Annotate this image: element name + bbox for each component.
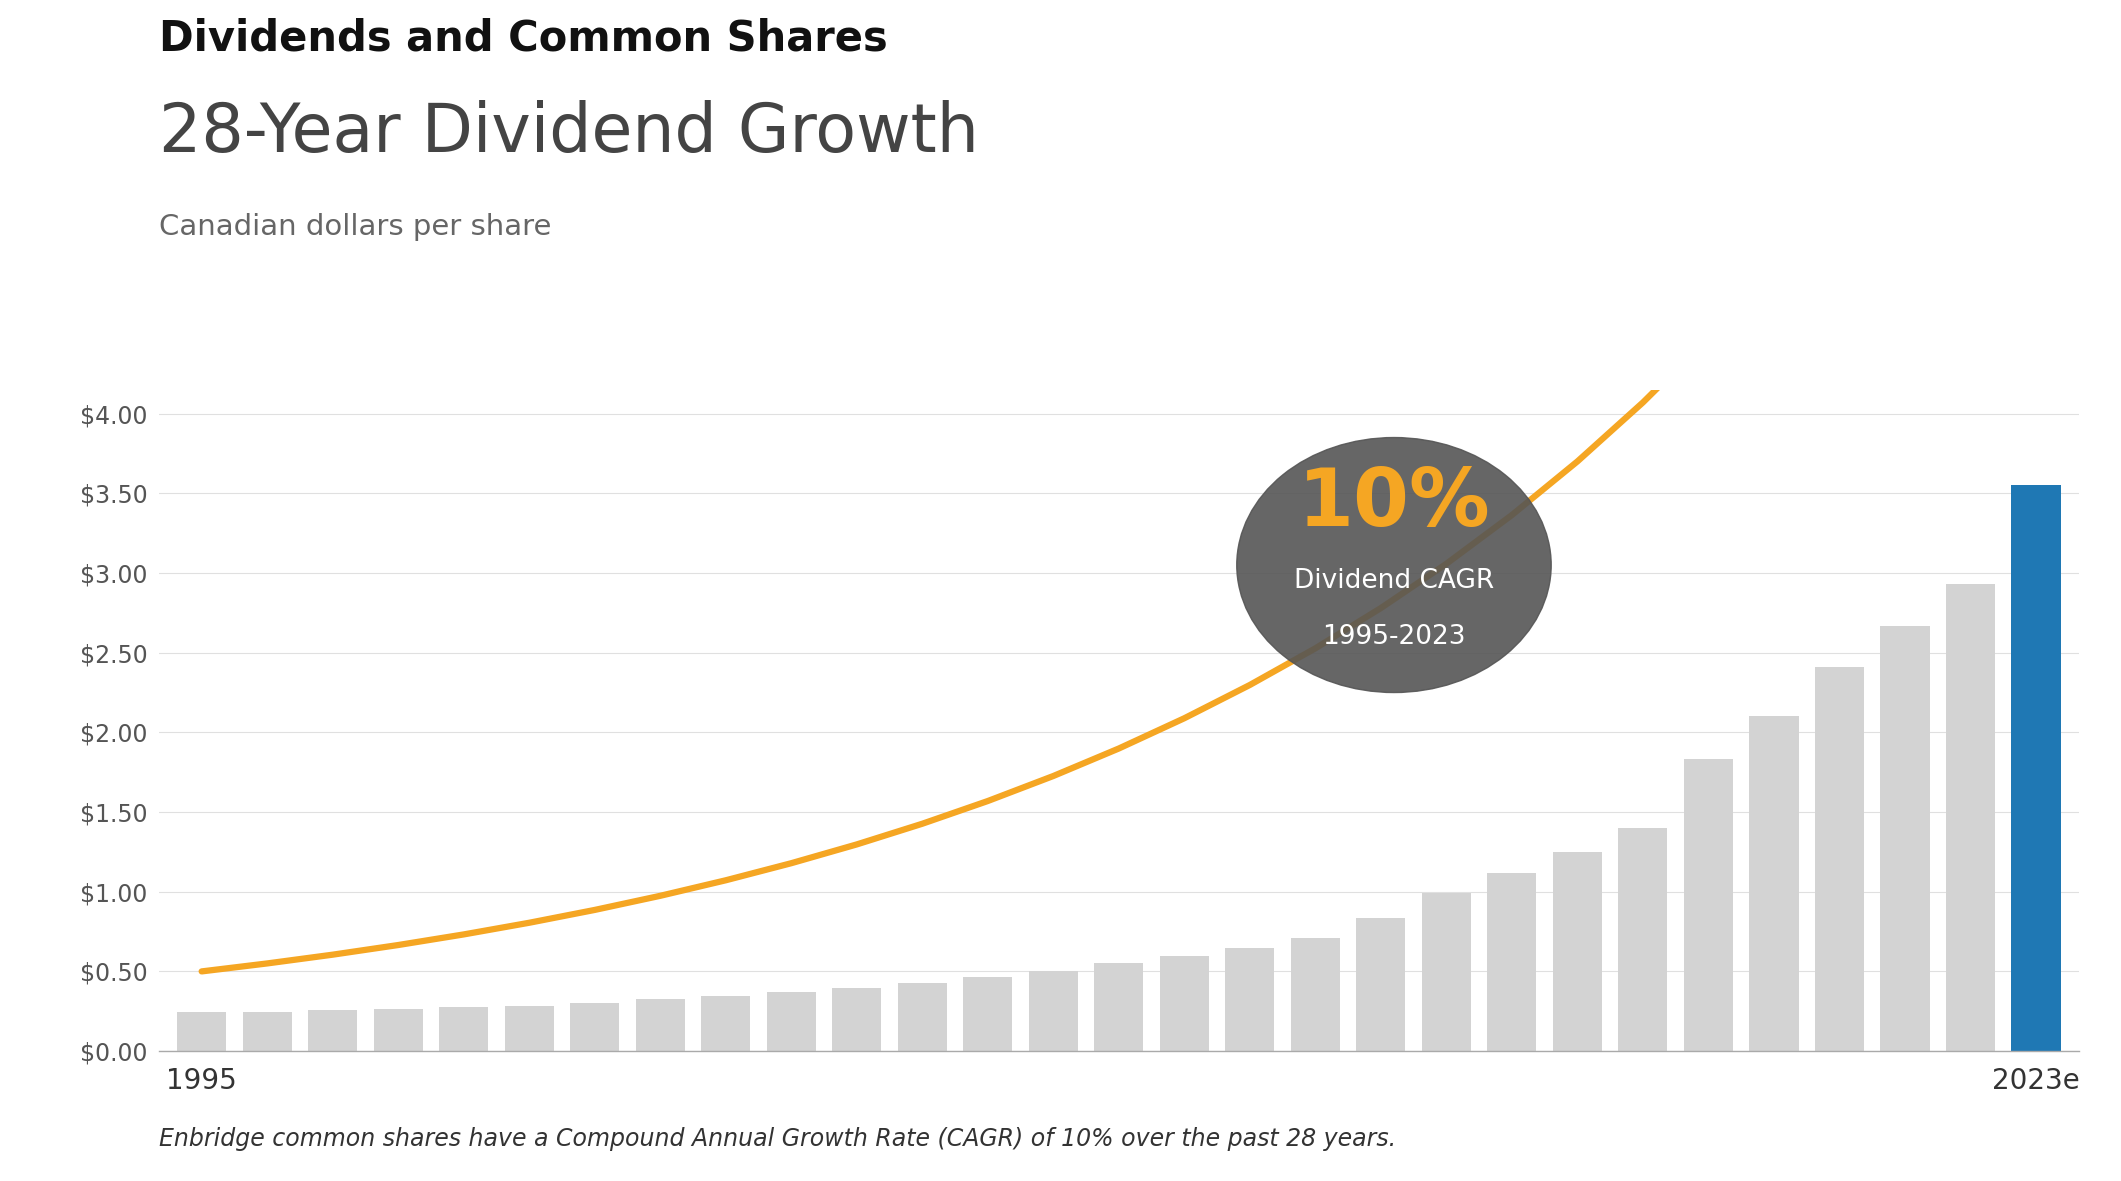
Bar bbox=[766, 992, 817, 1051]
Bar bbox=[2011, 485, 2062, 1051]
Bar bbox=[897, 984, 946, 1051]
Text: 1995-2023: 1995-2023 bbox=[1321, 624, 1466, 650]
Bar bbox=[571, 1004, 619, 1051]
Ellipse shape bbox=[1237, 437, 1550, 692]
Bar bbox=[1292, 938, 1340, 1051]
Bar bbox=[1816, 667, 1864, 1051]
Bar bbox=[308, 1011, 356, 1051]
Bar bbox=[831, 988, 882, 1051]
Bar bbox=[1160, 957, 1209, 1051]
Bar bbox=[1553, 852, 1601, 1051]
Bar bbox=[1421, 893, 1472, 1051]
Bar bbox=[242, 1012, 293, 1051]
Bar bbox=[176, 1012, 227, 1051]
Bar bbox=[1029, 971, 1077, 1051]
Bar bbox=[1487, 873, 1536, 1051]
Bar bbox=[1355, 918, 1406, 1051]
Bar bbox=[1684, 759, 1733, 1051]
Bar bbox=[1094, 964, 1143, 1051]
Bar bbox=[373, 1009, 422, 1051]
Bar bbox=[1226, 948, 1275, 1051]
Text: Canadian dollars per share: Canadian dollars per share bbox=[159, 213, 551, 241]
Text: 28-Year Dividend Growth: 28-Year Dividend Growth bbox=[159, 100, 980, 167]
Bar bbox=[1945, 585, 1996, 1051]
Bar bbox=[439, 1007, 488, 1051]
Bar bbox=[1750, 717, 1799, 1051]
Text: 10%: 10% bbox=[1298, 465, 1491, 543]
Bar bbox=[702, 996, 751, 1051]
Text: Dividends and Common Shares: Dividends and Common Shares bbox=[159, 18, 889, 60]
Text: Enbridge common shares have a Compound Annual Growth Rate (CAGR) of 10% over the: Enbridge common shares have a Compound A… bbox=[159, 1128, 1396, 1151]
Text: Dividend CAGR: Dividend CAGR bbox=[1294, 568, 1493, 594]
Bar bbox=[963, 977, 1012, 1051]
Bar bbox=[636, 999, 685, 1051]
Bar bbox=[505, 1006, 554, 1051]
Bar bbox=[1618, 828, 1667, 1051]
Bar bbox=[1881, 626, 1930, 1051]
